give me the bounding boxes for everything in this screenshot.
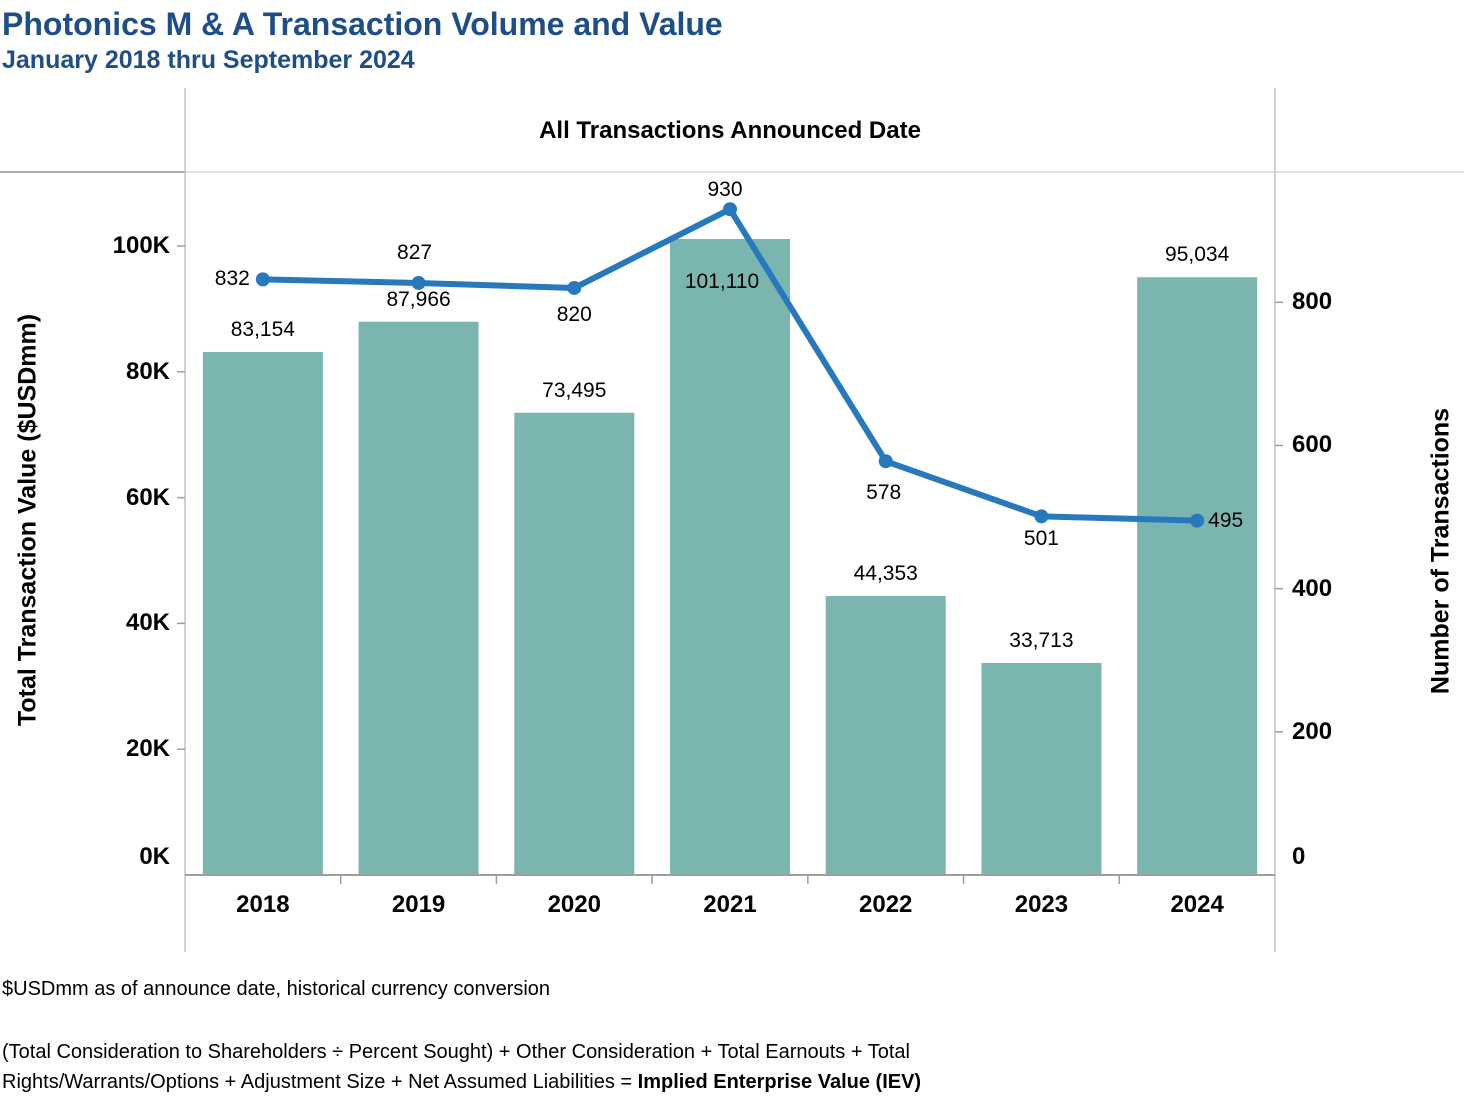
footnote-formula-line2: Rights/Warrants/Options + Adjustment Siz… <box>2 1071 638 1093</box>
line-value-label-2024: 495 <box>1208 508 1244 532</box>
line-value-label-2023: 501 <box>1023 527 1059 551</box>
right-axis-title: Number of Transactions <box>1426 407 1455 695</box>
footnote-currency: $USDmm as of announce date, historical c… <box>2 978 551 1000</box>
line-value-label-2019: 827 <box>397 240 433 264</box>
year-label-2020: 2020 <box>547 891 601 918</box>
year-label-2021: 2021 <box>703 891 757 918</box>
year-label-2024: 2024 <box>1170 891 1224 918</box>
left-axis-tick-label: 0K <box>139 843 170 870</box>
bar-value-label-2020: 73,495 <box>542 378 607 402</box>
left-axis-title: Total Transaction Value ($USDmm) <box>13 313 42 727</box>
left-axis-tick-label: 100K <box>112 232 170 259</box>
line-point-2021 <box>723 202 737 217</box>
line-point-2018 <box>255 272 270 287</box>
line-point-2019 <box>411 275 426 290</box>
bar-2018 <box>202 351 323 875</box>
footnote-formula-line1: (Total Consideration to Shareholders ÷ P… <box>2 1041 910 1063</box>
line-value-label-2022: 578 <box>866 481 902 505</box>
line-point-2022 <box>878 454 893 469</box>
year-label-2018: 2018 <box>236 891 290 918</box>
line-point-2024 <box>1190 513 1205 528</box>
left-axis-tick-label: 60K <box>125 483 170 511</box>
left-axis-tick-label: 40K <box>125 609 170 637</box>
line-point-2023 <box>1034 509 1049 524</box>
footnote-formula-bold: Implied Enterprise Value (IEV) <box>637 1071 922 1093</box>
bar-2019 <box>358 321 479 875</box>
page-title: Photonics M & A Transaction Volume and V… <box>2 6 723 42</box>
right-axis-tick-label: 800 <box>1292 288 1333 316</box>
right-axis-tick-label: 200 <box>1292 717 1333 745</box>
year-label-2022: 2022 <box>859 891 913 918</box>
page-subtitle: January 2018 thru September 2024 <box>2 46 415 74</box>
line-value-label-2020: 820 <box>556 302 592 326</box>
pane-title: All Transactions Announced Date <box>539 117 921 144</box>
year-label-2023: 2023 <box>1014 891 1069 918</box>
footnote-formula: (Total Consideration to Shareholders ÷ P… <box>2 1037 921 1096</box>
bar-value-label-2018: 83,154 <box>230 317 295 341</box>
year-label-2019: 2019 <box>391 891 446 918</box>
right-axis-tick-label: 600 <box>1292 431 1333 459</box>
bar-2022 <box>825 596 946 875</box>
line-point-2020 <box>567 280 582 295</box>
bar-value-label-2021: 101,110 <box>684 270 760 294</box>
bar-value-label-2022: 44,353 <box>853 562 918 586</box>
bar-2021 <box>670 239 790 875</box>
right-axis-tick-label: 0 <box>1292 843 1306 870</box>
right-axis-tick-label: 400 <box>1292 574 1333 602</box>
bar-value-label-2024: 95,034 <box>1165 243 1230 267</box>
bar-2023 <box>981 662 1102 875</box>
left-axis-tick-label: 20K <box>125 735 170 763</box>
bar-2024 <box>1137 277 1258 876</box>
line-value-label-2018: 832 <box>214 267 250 291</box>
left-axis-tick-label: 80K <box>125 357 170 385</box>
bar-value-label-2023: 33,713 <box>1009 628 1074 652</box>
bar-2020 <box>514 412 635 875</box>
bar-value-label-2019: 87,966 <box>386 287 451 311</box>
line-value-label-2021: 930 <box>707 178 743 202</box>
